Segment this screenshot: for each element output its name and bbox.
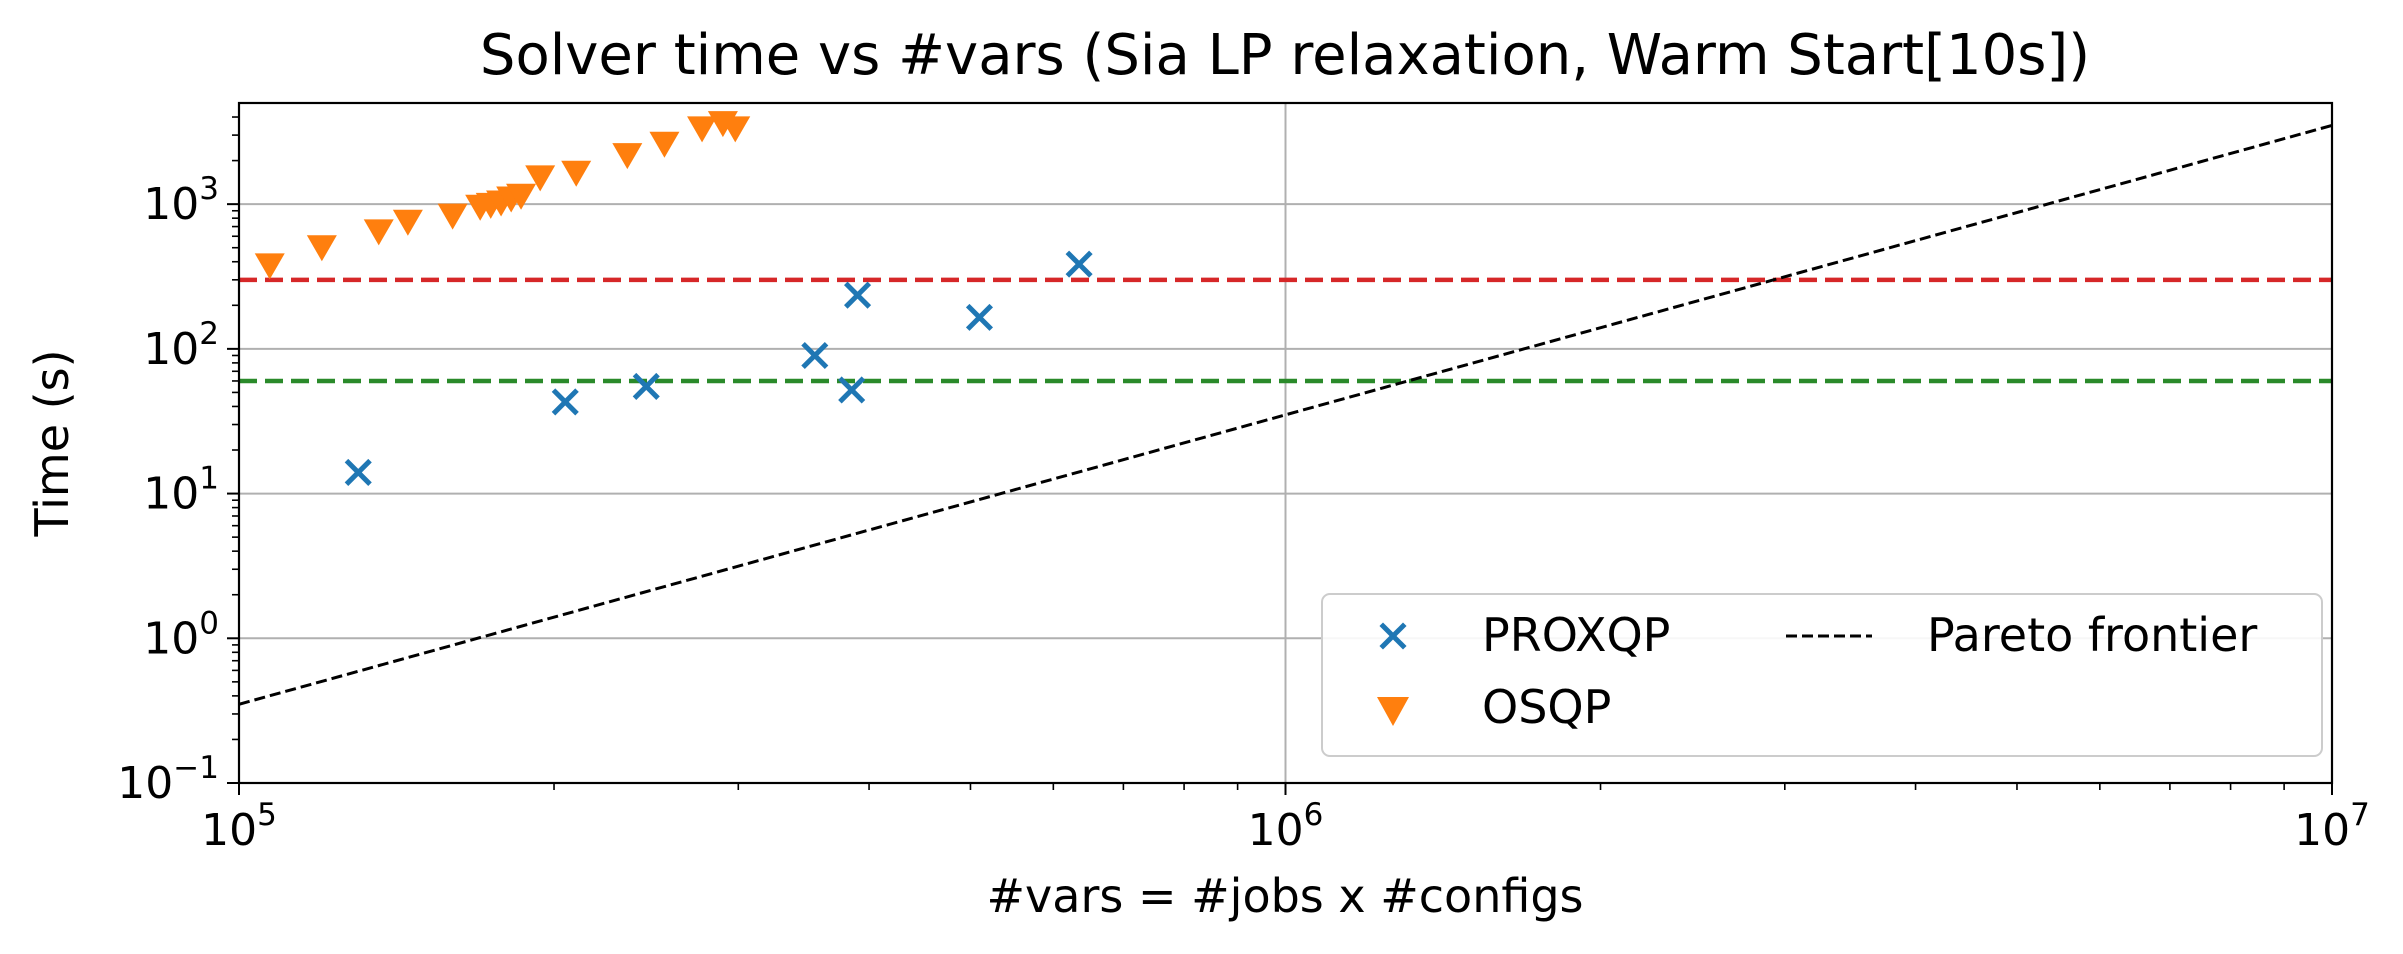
- y-tick-label-3: 102: [143, 316, 219, 375]
- y-axis-ticks: 10−1 100 101 102 103: [117, 171, 239, 809]
- data-markers: [254, 111, 1093, 486]
- legend-marker-osqp: [1377, 697, 1409, 726]
- proxqp-point-1: [551, 388, 579, 416]
- legend-box: [1321, 593, 2323, 757]
- pareto-frontier-line: [239, 123, 2332, 706]
- x-tick-label-0: 105: [201, 797, 277, 856]
- osqp-point-9: [506, 183, 537, 210]
- grid-lines: [239, 103, 2332, 783]
- reference-lines: [239, 277, 2332, 384]
- x-axis-label: #vars = #jobs x #configs: [987, 869, 1584, 923]
- legend-marker-proxqp: [1379, 622, 1407, 650]
- osqp-point-2: [363, 219, 394, 246]
- osqp-point-3: [392, 209, 423, 236]
- y-tick-label-0: 10−1: [117, 750, 219, 809]
- plot-area: [239, 111, 2332, 706]
- y-axis-label: Time (s): [25, 349, 79, 537]
- minor-ticks: [232, 116, 2285, 790]
- pareto-frontier-layer: [239, 123, 2332, 706]
- osqp-point-1: [306, 235, 337, 262]
- x-axis-ticks: 105 106 107: [201, 783, 2370, 856]
- y-tick-label-2: 101: [143, 461, 219, 520]
- y-tick-label-4: 103: [143, 171, 219, 230]
- osqp-point-0: [254, 253, 285, 280]
- legend-label-pareto: Pareto frontier: [1927, 608, 2257, 662]
- chart-title: Solver time vs #vars (Sia LP relaxation,…: [480, 23, 2090, 88]
- legend-label-osqp: OSQP: [1482, 680, 1611, 734]
- y-tick-label-1: 100: [143, 605, 219, 664]
- legend-label-proxqp: PROXQP: [1482, 608, 1670, 662]
- osqp-point-11: [561, 160, 592, 187]
- osqp-point-13: [649, 131, 680, 158]
- osqp-point-16: [720, 116, 751, 143]
- proxqp-point-2: [632, 372, 660, 400]
- proxqp-point-0: [344, 458, 372, 486]
- osqp-point-12: [612, 143, 643, 170]
- proxqp-point-7: [1065, 250, 1093, 278]
- x-tick-label-1: 106: [1248, 797, 1324, 856]
- proxqp-point-5: [844, 281, 872, 309]
- osqp-point-10: [525, 165, 556, 192]
- proxqp-point-3: [801, 341, 829, 370]
- osqp-point-4: [437, 203, 468, 230]
- x-tick-label-2: 107: [2294, 797, 2370, 856]
- legend: PROXQP OSQP Pareto frontier: [1321, 593, 2323, 757]
- proxqp-point-6: [965, 303, 994, 331]
- osqp-point-14: [687, 116, 718, 143]
- proxqp-point-4: [838, 376, 866, 404]
